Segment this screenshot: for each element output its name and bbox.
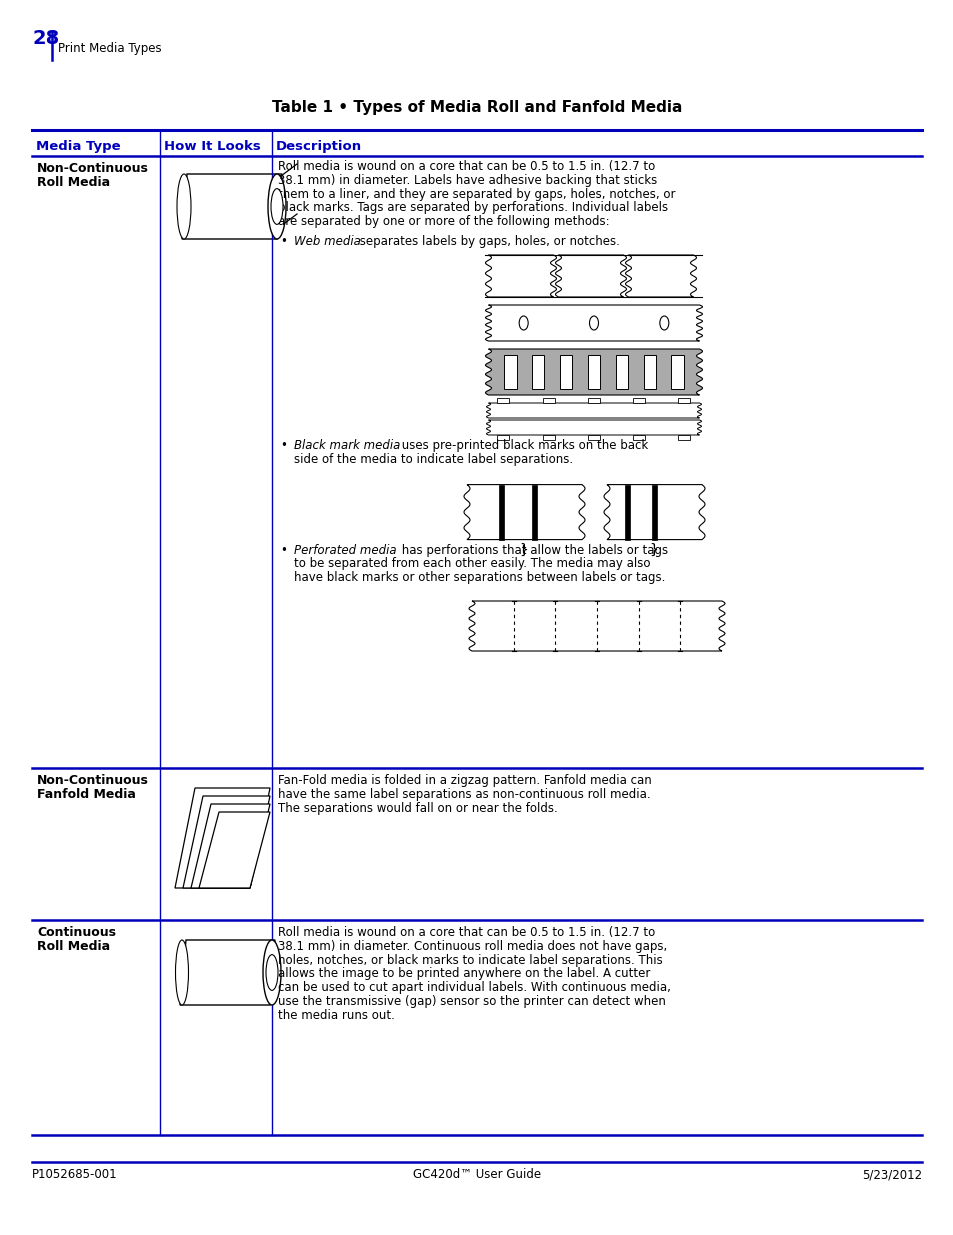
Text: side of the media to indicate label separations.: side of the media to indicate label sepa… — [294, 453, 573, 466]
Text: Fanfold Media: Fanfold Media — [37, 788, 135, 802]
Ellipse shape — [659, 316, 668, 330]
Bar — [678, 435, 690, 440]
Text: them to a liner, and they are separated by gaps, holes, notches, or: them to a liner, and they are separated … — [277, 188, 675, 200]
Text: 38.1 mm) in diameter. Continuous roll media does not have gaps,: 38.1 mm) in diameter. Continuous roll me… — [277, 940, 666, 952]
Bar — [559, 354, 572, 389]
Text: •: • — [280, 543, 287, 557]
Text: Non-Continuous: Non-Continuous — [37, 162, 149, 175]
Text: has perforations that allow the labels or tags: has perforations that allow the labels o… — [397, 543, 667, 557]
Text: Web media: Web media — [294, 235, 360, 248]
Text: separates labels by gaps, holes, or notches.: separates labels by gaps, holes, or notc… — [355, 235, 619, 248]
Bar — [651, 484, 657, 540]
Text: Perforated media: Perforated media — [294, 543, 396, 557]
Bar — [678, 398, 690, 403]
Bar — [542, 435, 554, 440]
Text: Media Type: Media Type — [36, 140, 120, 153]
Bar — [497, 435, 509, 440]
Polygon shape — [174, 788, 270, 888]
Text: Print Media Types: Print Media Types — [58, 42, 161, 56]
Text: holes, notches, or black marks to indicate label separations. This: holes, notches, or black marks to indica… — [277, 953, 662, 967]
Text: Black mark media: Black mark media — [294, 438, 400, 452]
Text: allows the image to be printed anywhere on the label. A cutter: allows the image to be printed anywhere … — [277, 967, 650, 981]
Text: •: • — [280, 438, 287, 452]
Text: Fan-Fold media is folded in a zigzag pattern. Fanfold media can: Fan-Fold media is folded in a zigzag pat… — [277, 774, 651, 787]
Text: How It Looks: How It Looks — [164, 140, 260, 153]
Text: Description: Description — [275, 140, 362, 153]
Text: uses pre-printed black marks on the back: uses pre-printed black marks on the back — [397, 438, 648, 452]
Polygon shape — [183, 797, 270, 888]
Polygon shape — [485, 305, 701, 341]
Bar — [497, 398, 509, 403]
Bar — [624, 484, 629, 540]
Ellipse shape — [271, 189, 283, 225]
Text: Roll Media: Roll Media — [37, 940, 110, 953]
Text: 28: 28 — [32, 28, 59, 48]
Text: to be separated from each other easily. The media may also: to be separated from each other easily. … — [294, 557, 650, 571]
Bar — [633, 435, 644, 440]
Polygon shape — [469, 601, 724, 651]
Polygon shape — [485, 350, 701, 395]
Text: have black marks or other separations between labels or tags.: have black marks or other separations be… — [294, 572, 664, 584]
Text: the media runs out.: the media runs out. — [277, 1009, 395, 1021]
Text: Table 1 • Types of Media Roll and Fanfold Media: Table 1 • Types of Media Roll and Fanfol… — [272, 100, 681, 115]
Text: 5/23/2012: 5/23/2012 — [861, 1168, 921, 1181]
Polygon shape — [180, 940, 274, 1005]
Ellipse shape — [266, 955, 277, 990]
Text: have the same label separations as non-continuous roll media.: have the same label separations as non-c… — [277, 788, 650, 800]
Bar — [504, 354, 516, 389]
Bar — [633, 398, 644, 403]
Polygon shape — [625, 254, 696, 296]
Polygon shape — [486, 403, 700, 417]
Bar — [498, 484, 503, 540]
Bar — [532, 354, 544, 389]
Bar — [671, 354, 683, 389]
Bar — [542, 398, 554, 403]
Text: can be used to cut apart individual labels. With continuous media,: can be used to cut apart individual labe… — [277, 981, 670, 994]
Text: black marks. Tags are separated by perforations. Individual labels: black marks. Tags are separated by perfo… — [277, 201, 667, 215]
Text: }: } — [519, 542, 528, 557]
Text: use the transmissive (gap) sensor so the printer can detect when: use the transmissive (gap) sensor so the… — [277, 995, 665, 1008]
Polygon shape — [486, 420, 700, 435]
Text: Non-Continuous: Non-Continuous — [37, 774, 149, 787]
Bar — [532, 484, 537, 540]
Text: Roll Media: Roll Media — [37, 177, 110, 189]
Polygon shape — [182, 174, 282, 240]
Bar — [587, 398, 599, 403]
Text: The separations would fall on or near the folds.: The separations would fall on or near th… — [277, 802, 558, 815]
Bar — [587, 435, 599, 440]
Text: P1052685-001: P1052685-001 — [32, 1168, 117, 1181]
Polygon shape — [555, 254, 626, 296]
Bar — [643, 354, 655, 389]
Ellipse shape — [263, 940, 281, 1005]
Polygon shape — [199, 811, 270, 888]
Ellipse shape — [518, 316, 528, 330]
Bar — [615, 354, 627, 389]
Ellipse shape — [268, 174, 286, 240]
Polygon shape — [191, 804, 270, 888]
Polygon shape — [603, 484, 704, 540]
Ellipse shape — [175, 940, 189, 1005]
Bar — [587, 354, 599, 389]
Text: GC420d™ User Guide: GC420d™ User Guide — [413, 1168, 540, 1181]
Text: Continuous: Continuous — [37, 926, 116, 939]
Text: 38.1 mm) in diameter. Labels have adhesive backing that sticks: 38.1 mm) in diameter. Labels have adhesi… — [277, 174, 657, 186]
Polygon shape — [463, 484, 584, 540]
Text: Roll media is wound on a core that can be 0.5 to 1.5 in. (12.7 to: Roll media is wound on a core that can b… — [277, 161, 655, 173]
Ellipse shape — [589, 316, 598, 330]
Text: •: • — [280, 235, 287, 248]
Text: are separated by one or more of the following methods:: are separated by one or more of the foll… — [277, 215, 609, 228]
Text: }: } — [649, 542, 658, 557]
Ellipse shape — [177, 174, 191, 240]
Text: Roll media is wound on a core that can be 0.5 to 1.5 in. (12.7 to: Roll media is wound on a core that can b… — [277, 926, 655, 939]
Polygon shape — [485, 254, 556, 296]
